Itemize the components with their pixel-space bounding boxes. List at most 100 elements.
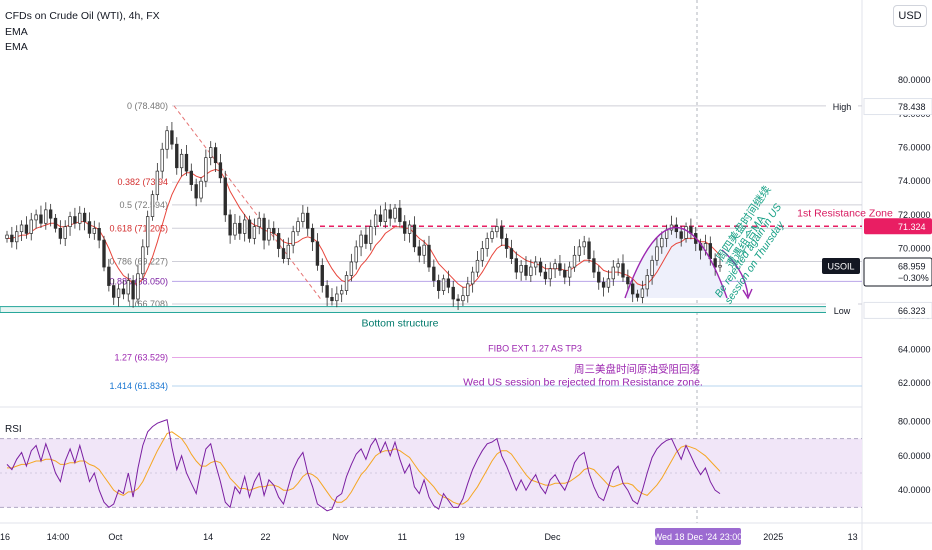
candle bbox=[485, 232, 489, 257]
candle bbox=[441, 274, 446, 295]
currency-selector[interactable]: USD bbox=[893, 5, 927, 27]
candle-body bbox=[267, 227, 271, 241]
candle-body bbox=[315, 241, 320, 266]
candle bbox=[504, 233, 509, 258]
rsi-tick-label: 80.0000 bbox=[898, 416, 931, 426]
resistance-tag-value: 71.324 bbox=[898, 222, 926, 232]
price-tick-label: 74.0000 bbox=[898, 176, 931, 186]
candle bbox=[538, 257, 543, 277]
candle bbox=[291, 225, 295, 254]
candle-body bbox=[519, 265, 523, 273]
candle-body bbox=[97, 227, 101, 241]
candle-body bbox=[107, 266, 111, 286]
candle bbox=[315, 233, 320, 271]
price-marker-tag: High bbox=[833, 102, 852, 112]
candle bbox=[509, 239, 514, 264]
resistance-price-tag: 71.324 bbox=[864, 218, 932, 235]
candle-body bbox=[621, 263, 625, 278]
candle-body bbox=[543, 271, 548, 280]
candle bbox=[330, 288, 334, 306]
candle-body bbox=[335, 293, 339, 302]
candle bbox=[437, 274, 441, 299]
candle bbox=[155, 162, 160, 201]
time-tick-label: 14 bbox=[203, 532, 213, 542]
candle-body bbox=[427, 244, 431, 268]
projection-arc bbox=[624, 226, 728, 299]
candle-body bbox=[63, 226, 67, 239]
candle bbox=[301, 205, 305, 228]
candle bbox=[281, 239, 286, 264]
candle bbox=[262, 213, 266, 250]
candle-body bbox=[330, 296, 334, 302]
indicator-label-2[interactable]: EMA bbox=[5, 41, 28, 53]
candle-body bbox=[398, 207, 402, 222]
candle-body bbox=[378, 214, 383, 222]
price-marker-value: 78.438 bbox=[898, 102, 926, 112]
candle-body bbox=[257, 217, 261, 228]
time-tick-label: 19 bbox=[455, 532, 465, 542]
candle bbox=[29, 212, 33, 241]
candle-body bbox=[238, 222, 242, 234]
candle bbox=[209, 141, 213, 166]
candle bbox=[519, 260, 523, 281]
candle bbox=[24, 216, 29, 239]
candle bbox=[175, 137, 179, 175]
candle-body bbox=[674, 224, 679, 233]
candle bbox=[529, 259, 533, 282]
candle-body bbox=[194, 184, 198, 199]
candle bbox=[218, 154, 223, 184]
candle-body bbox=[626, 276, 630, 285]
note-cn: 周三美盘时间原油受阻回落 bbox=[574, 362, 700, 375]
candle bbox=[587, 237, 591, 263]
candle bbox=[145, 210, 150, 255]
candle-body bbox=[131, 280, 135, 300]
time-tick-label: Oct bbox=[108, 532, 123, 542]
candle bbox=[335, 286, 339, 308]
price-marker-high: High 78.438 bbox=[826, 98, 932, 116]
candle bbox=[344, 271, 349, 295]
candle-body bbox=[514, 258, 518, 273]
candle-body bbox=[10, 234, 14, 243]
candle bbox=[267, 219, 271, 246]
price-marker-value-bg bbox=[863, 301, 932, 319]
candle bbox=[378, 205, 383, 227]
current-symbol: USOIL bbox=[827, 262, 854, 272]
candle-body bbox=[344, 275, 349, 291]
crosshair-time-label: Wed 18 Dec '24 23:00 bbox=[654, 532, 743, 542]
candle bbox=[296, 217, 300, 236]
candle-body bbox=[548, 268, 552, 280]
candle bbox=[34, 209, 38, 229]
candle-body bbox=[252, 226, 257, 239]
candle-body bbox=[320, 265, 324, 286]
note-en: Wed US session be rejected from Resistan… bbox=[463, 376, 703, 388]
candle-body bbox=[19, 224, 24, 233]
indicator-label-1[interactable]: EMA bbox=[5, 26, 28, 38]
candle-body bbox=[538, 261, 543, 273]
candle-body bbox=[218, 162, 223, 179]
candle bbox=[572, 246, 577, 272]
candle-body bbox=[112, 285, 116, 298]
candles bbox=[5, 122, 722, 310]
candle bbox=[650, 255, 654, 285]
candle-body bbox=[524, 265, 528, 276]
candle bbox=[631, 277, 635, 303]
candle bbox=[466, 276, 470, 303]
candle bbox=[131, 275, 135, 308]
candle bbox=[475, 251, 480, 277]
candle bbox=[398, 200, 402, 228]
candle bbox=[82, 207, 87, 231]
chart-title: CFDs on Crude Oil (WTI), 4h, FX bbox=[5, 10, 160, 22]
bottom-structure-zone bbox=[0, 306, 856, 313]
fib-label-0.382: 0.382 (73.94 bbox=[117, 177, 168, 187]
candle bbox=[490, 227, 494, 243]
candle bbox=[718, 256, 722, 272]
candle-body bbox=[92, 227, 96, 234]
candle bbox=[359, 230, 363, 257]
candle bbox=[107, 258, 111, 292]
candle bbox=[204, 149, 208, 188]
candle bbox=[601, 277, 606, 297]
rsi-tick-label: 60.0000 bbox=[898, 451, 931, 461]
candle bbox=[514, 251, 518, 280]
candle bbox=[655, 238, 659, 266]
